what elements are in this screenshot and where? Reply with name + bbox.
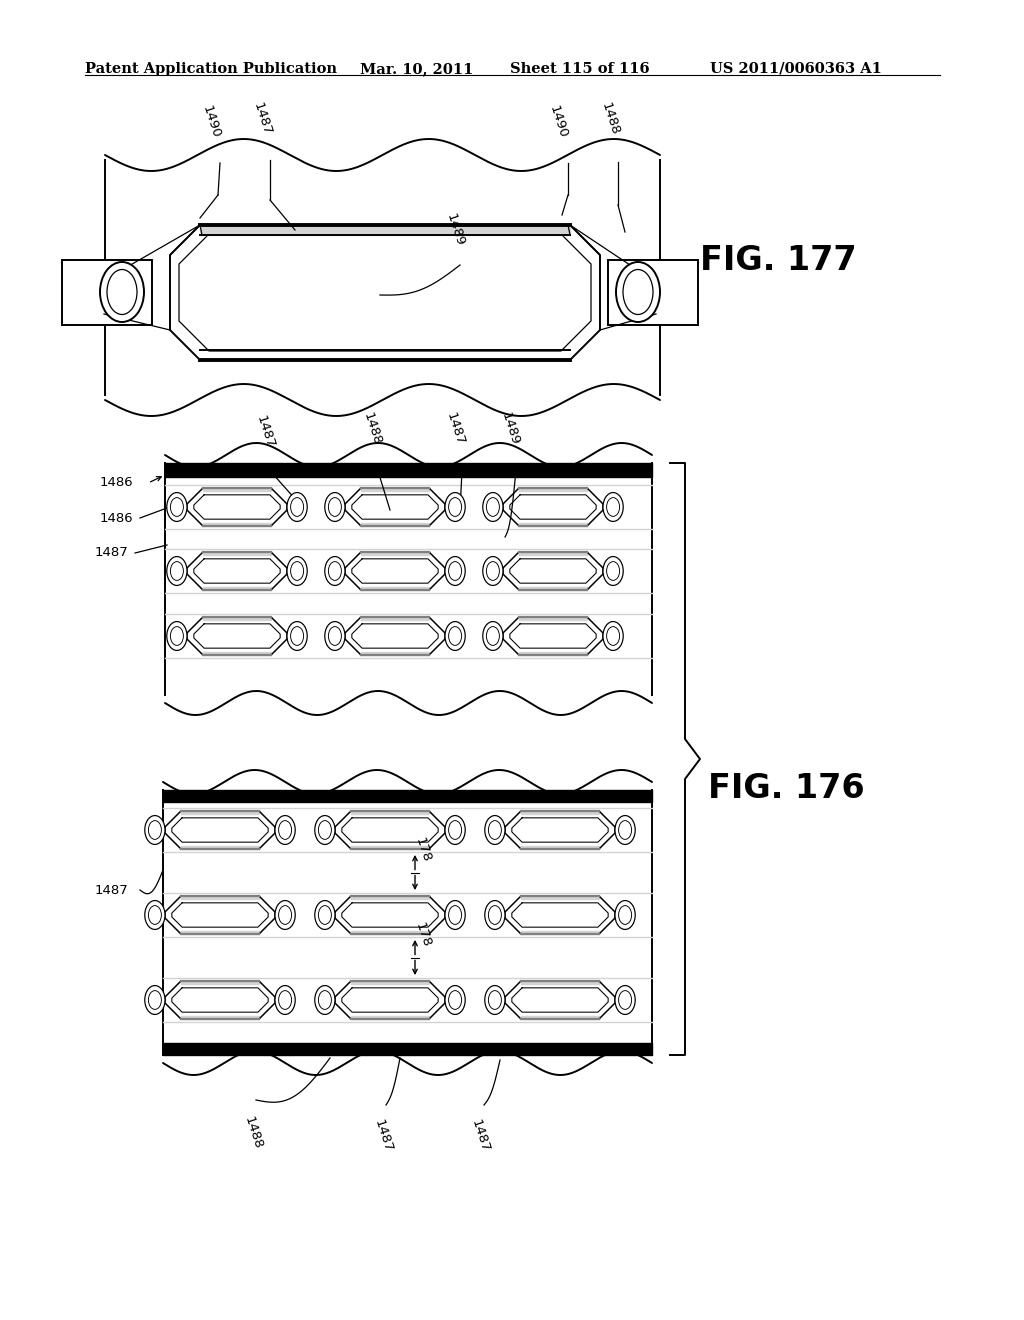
Ellipse shape xyxy=(615,900,635,929)
Text: 1487: 1487 xyxy=(251,100,273,137)
Ellipse shape xyxy=(144,900,165,929)
Ellipse shape xyxy=(445,557,465,586)
Ellipse shape xyxy=(314,816,335,845)
Ellipse shape xyxy=(325,622,345,651)
Ellipse shape xyxy=(445,900,465,929)
Text: Patent Application Publication: Patent Application Publication xyxy=(85,62,337,77)
Ellipse shape xyxy=(325,492,345,521)
Text: 178: 178 xyxy=(413,921,433,949)
Text: 1486: 1486 xyxy=(99,511,133,524)
Ellipse shape xyxy=(615,986,635,1015)
Text: 1488: 1488 xyxy=(599,102,622,137)
Text: 1487: 1487 xyxy=(443,411,466,447)
Text: 1488: 1488 xyxy=(360,411,383,447)
Ellipse shape xyxy=(314,986,335,1015)
Ellipse shape xyxy=(167,492,187,521)
Text: 1487: 1487 xyxy=(94,883,128,896)
Text: 178: 178 xyxy=(413,837,433,865)
Ellipse shape xyxy=(603,622,624,651)
Text: US 2011/0060363 A1: US 2011/0060363 A1 xyxy=(710,62,882,77)
Ellipse shape xyxy=(603,492,624,521)
Ellipse shape xyxy=(100,261,144,322)
Text: 1489: 1489 xyxy=(443,213,466,248)
Text: 1487: 1487 xyxy=(94,546,128,560)
Ellipse shape xyxy=(445,816,465,845)
Ellipse shape xyxy=(484,816,505,845)
Ellipse shape xyxy=(482,492,503,521)
Ellipse shape xyxy=(616,261,660,322)
Text: Sheet 115 of 116: Sheet 115 of 116 xyxy=(510,62,649,77)
Ellipse shape xyxy=(445,986,465,1015)
Ellipse shape xyxy=(484,986,505,1015)
Text: 1490: 1490 xyxy=(200,104,222,140)
Ellipse shape xyxy=(615,816,635,845)
Ellipse shape xyxy=(603,557,624,586)
Ellipse shape xyxy=(287,557,307,586)
Ellipse shape xyxy=(482,622,503,651)
Bar xyxy=(62,260,152,325)
Ellipse shape xyxy=(167,557,187,586)
Text: 1490: 1490 xyxy=(547,104,569,140)
Text: 1487: 1487 xyxy=(469,1118,492,1154)
Ellipse shape xyxy=(445,492,465,521)
Text: FIG. 177: FIG. 177 xyxy=(700,243,857,276)
Text: Mar. 10, 2011: Mar. 10, 2011 xyxy=(360,62,473,77)
Text: 1488: 1488 xyxy=(242,1115,264,1151)
Ellipse shape xyxy=(445,622,465,651)
Ellipse shape xyxy=(287,622,307,651)
Ellipse shape xyxy=(144,986,165,1015)
Text: 1487: 1487 xyxy=(372,1118,394,1154)
Ellipse shape xyxy=(325,557,345,586)
Ellipse shape xyxy=(275,986,295,1015)
Ellipse shape xyxy=(275,900,295,929)
Ellipse shape xyxy=(482,557,503,586)
Ellipse shape xyxy=(275,816,295,845)
Ellipse shape xyxy=(484,900,505,929)
Ellipse shape xyxy=(287,492,307,521)
Text: 1489: 1489 xyxy=(499,411,521,447)
Ellipse shape xyxy=(144,816,165,845)
Text: 1486: 1486 xyxy=(99,477,133,490)
Ellipse shape xyxy=(167,622,187,651)
Bar xyxy=(608,260,698,325)
Ellipse shape xyxy=(314,900,335,929)
Text: 1487: 1487 xyxy=(254,414,276,450)
Text: FIG. 176: FIG. 176 xyxy=(708,772,864,805)
